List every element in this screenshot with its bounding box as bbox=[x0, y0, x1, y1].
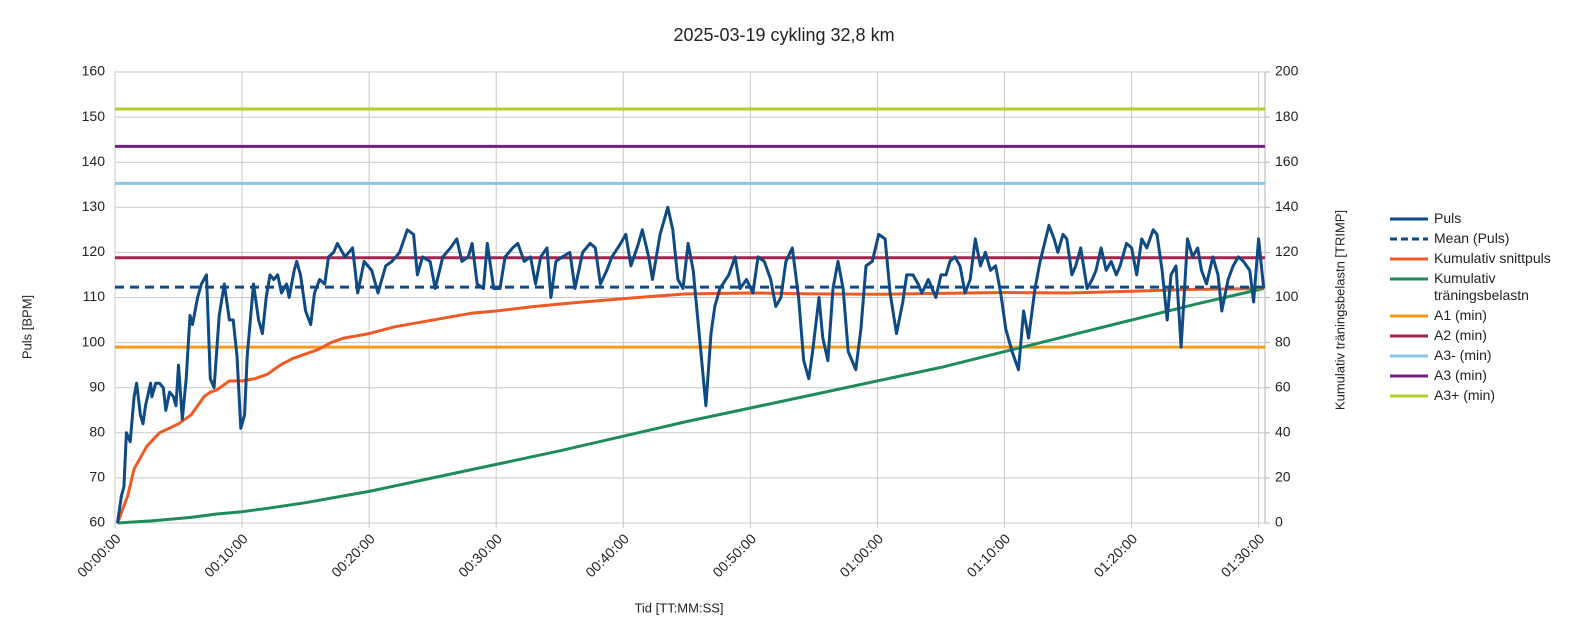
x-tick-label: 00:30:00 bbox=[455, 530, 505, 580]
y-tick-label: 130 bbox=[82, 198, 106, 214]
x-tick-label: 00:20:00 bbox=[328, 530, 378, 580]
y-tick-label: 160 bbox=[82, 63, 106, 79]
legend-swatch bbox=[1390, 354, 1428, 358]
legend-swatch bbox=[1390, 334, 1428, 338]
y2-tick-label: 60 bbox=[1275, 378, 1291, 394]
x-tick-label: 01:00:00 bbox=[836, 530, 886, 580]
y2-tick-label: 40 bbox=[1275, 424, 1291, 440]
x-tick-label: 01:20:00 bbox=[1090, 530, 1140, 580]
y2-tick-label: 200 bbox=[1275, 63, 1299, 79]
y-tick-label: 120 bbox=[82, 243, 106, 259]
legend-label: A1 (min) bbox=[1434, 307, 1487, 323]
series-line bbox=[116, 287, 1264, 524]
x-tick-label: 01:30:00 bbox=[1218, 530, 1268, 580]
legend-label: A2 (min) bbox=[1434, 327, 1487, 343]
legend-label: A3- (min) bbox=[1434, 347, 1492, 363]
y-tick-label: 60 bbox=[89, 514, 105, 530]
legend-swatch bbox=[1390, 394, 1428, 398]
y-tick-label: 110 bbox=[83, 288, 106, 304]
x-tick-label: 00:50:00 bbox=[709, 530, 759, 580]
y2-tick-label: 120 bbox=[1275, 243, 1299, 259]
legend-item: A3- (min) bbox=[1390, 347, 1564, 364]
y-tick-label: 140 bbox=[82, 153, 106, 169]
y-tick-label: 70 bbox=[89, 469, 105, 485]
legend-label: A3 (min) bbox=[1434, 367, 1487, 383]
legend-swatch bbox=[1390, 257, 1428, 261]
y-tick-label: 90 bbox=[89, 378, 105, 394]
legend-label: Mean (Puls) bbox=[1434, 230, 1510, 246]
y-tick-label: 80 bbox=[89, 424, 105, 440]
y-tick-label: 150 bbox=[82, 108, 106, 124]
legend-swatch bbox=[1390, 374, 1428, 378]
chart-title: 2025-03-19 cykling 32,8 km bbox=[673, 25, 894, 45]
y2-axis-title: Kumulativ träningsbelastn [TRIMP] bbox=[1332, 210, 1347, 410]
legend-label: Kumulativ träningsbelastn bbox=[1434, 270, 1529, 303]
series-line bbox=[117, 287, 1265, 525]
legend-item: A3+ (min) bbox=[1390, 387, 1564, 404]
legend-swatch bbox=[1390, 277, 1428, 281]
series-line bbox=[116, 205, 1266, 524]
y2-tick-label: 80 bbox=[1275, 333, 1291, 349]
x-tick-label: 01:10:00 bbox=[963, 530, 1013, 580]
legend-item: Kumulativ snittpuls bbox=[1390, 250, 1564, 267]
legend-label: A3+ (min) bbox=[1434, 387, 1496, 403]
y-axis-title: Puls [BPM] bbox=[19, 295, 34, 359]
legend-label: Puls bbox=[1434, 210, 1462, 226]
x-tick-label: 00:40:00 bbox=[582, 530, 632, 580]
legend-item: A2 (min) bbox=[1390, 327, 1564, 344]
y2-tick-label: 100 bbox=[1275, 288, 1299, 304]
y2-tick-label: 20 bbox=[1275, 469, 1291, 485]
y2-tick-label: 140 bbox=[1275, 198, 1299, 214]
x-axis-title: Tid [TT:MM:SS] bbox=[634, 600, 723, 615]
y2-tick-label: 180 bbox=[1275, 108, 1299, 124]
legend-swatch bbox=[1390, 217, 1428, 221]
x-tick-label: 00:10:00 bbox=[201, 530, 251, 580]
legend-item: A3 (min) bbox=[1390, 367, 1564, 384]
legend-item: A1 (min) bbox=[1390, 307, 1564, 324]
legend-item: Mean (Puls) bbox=[1390, 230, 1564, 247]
x-tick-label: 00:00:00 bbox=[74, 530, 124, 580]
y2-tick-label: 160 bbox=[1275, 153, 1299, 169]
legend-swatch bbox=[1390, 237, 1428, 241]
legend: Puls Mean (Puls) Kumulativ snittpuls Kumula… bbox=[1390, 210, 1564, 407]
legend-label: Kumulativ snittpuls bbox=[1434, 250, 1551, 266]
legend-item: Kumulativ träningsbelastn bbox=[1390, 270, 1564, 304]
y2-tick-label: 0 bbox=[1275, 514, 1283, 530]
legend-item: Puls bbox=[1390, 210, 1564, 227]
y-tick-label: 100 bbox=[82, 333, 106, 349]
legend-swatch bbox=[1390, 314, 1428, 318]
